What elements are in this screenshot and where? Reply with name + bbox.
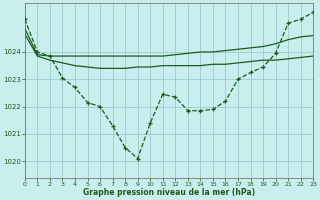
X-axis label: Graphe pression niveau de la mer (hPa): Graphe pression niveau de la mer (hPa) [83,188,255,197]
